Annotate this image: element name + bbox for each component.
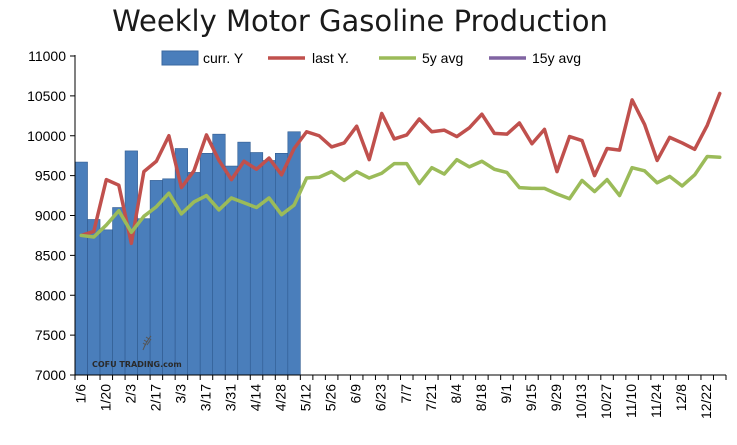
- line-last-y: [79, 91, 722, 246]
- bar-1-13: [87, 219, 101, 376]
- x-tick-label: 5/12: [298, 384, 314, 411]
- y-tick-label: 8000: [35, 287, 66, 303]
- y-tick-label: 8500: [35, 247, 66, 263]
- x-tick-label: 12/8: [673, 384, 689, 411]
- x-tick-label: 9/15: [523, 384, 539, 411]
- bar-5-5: [287, 131, 301, 376]
- bar-2-10: [137, 218, 151, 376]
- y-tick-label: 10000: [27, 128, 66, 144]
- line-5y-avg: [79, 154, 722, 239]
- x-tick-label: 10/27: [598, 384, 614, 419]
- x-tick-label: 3/31: [222, 384, 238, 411]
- x-tick-label: 9/1: [498, 384, 514, 404]
- chart-title: Weekly Motor Gasoline Production: [112, 4, 608, 38]
- x-tick-label: 12/22: [698, 384, 714, 419]
- bar-2-3: [124, 150, 138, 376]
- legend-label-last-y: last Y.: [312, 50, 349, 66]
- x-tick-label: 4/14: [248, 384, 264, 411]
- x-tick-label: 3/3: [172, 384, 188, 404]
- legend: curr. Y last Y. 5y avg 15y avg: [161, 50, 581, 66]
- y-tick-label: 7500: [35, 327, 66, 343]
- x-tick-label: 7/21: [423, 384, 439, 411]
- x-tick-label: 9/29: [548, 384, 564, 411]
- x-tick-label: 3/17: [197, 384, 213, 411]
- x-tick-label: 6/23: [373, 384, 389, 411]
- legend-label-5y-avg: 5y avg: [422, 50, 463, 66]
- bar-1-6: [74, 161, 88, 376]
- x-tick-label: 6/9: [348, 384, 364, 404]
- y-tick-label: 9500: [35, 168, 66, 184]
- x-tick-label: 10/13: [573, 384, 589, 419]
- bar-4-21: [262, 160, 276, 376]
- watermark: COFU TRADING.com: [92, 335, 182, 369]
- legend-label-curr-y: curr. Y: [203, 50, 244, 66]
- y-tick-label: 10500: [27, 88, 66, 104]
- x-tick-label: 1/6: [72, 384, 88, 404]
- bar-1-20: [99, 229, 113, 376]
- x-tick-label: 8/18: [473, 384, 489, 411]
- bar-4-7: [237, 141, 251, 376]
- x-tick-label: 1/20: [97, 384, 113, 411]
- x-tick-label: 11/24: [648, 384, 664, 418]
- bar-series-curr-y: [74, 131, 301, 376]
- wheat-icon: [142, 335, 152, 351]
- x-tick-label: 7/7: [398, 384, 414, 404]
- axes: 7000 7500 8000 8500 9000 9500 10000 10500 11000 1…: [27, 48, 727, 419]
- x-tick-label: 11/10: [623, 384, 639, 418]
- line-series: [79, 91, 722, 246]
- bar-2-24: [162, 178, 176, 376]
- x-tick-label: 2/3: [122, 384, 138, 404]
- legend-label-15y-avg: 15y avg: [532, 50, 581, 66]
- x-tick-label: 8/4: [448, 384, 464, 404]
- y-tick-label: 7000: [35, 367, 66, 383]
- bar-4-14: [249, 152, 264, 376]
- bar-1-27: [112, 207, 126, 376]
- y-tick-label: 11000: [28, 48, 66, 64]
- bar-4-28: [275, 153, 289, 376]
- legend-swatch-curr-y: [161, 50, 199, 66]
- x-tick-label: 5/26: [323, 384, 339, 411]
- x-tick-label: 2/17: [147, 384, 163, 411]
- y-tick-label: 9000: [35, 208, 66, 224]
- bar-3-17: [199, 153, 214, 376]
- x-tick-label: 4/28: [273, 384, 289, 411]
- watermark-text: COFU TRADING.com: [92, 360, 182, 369]
